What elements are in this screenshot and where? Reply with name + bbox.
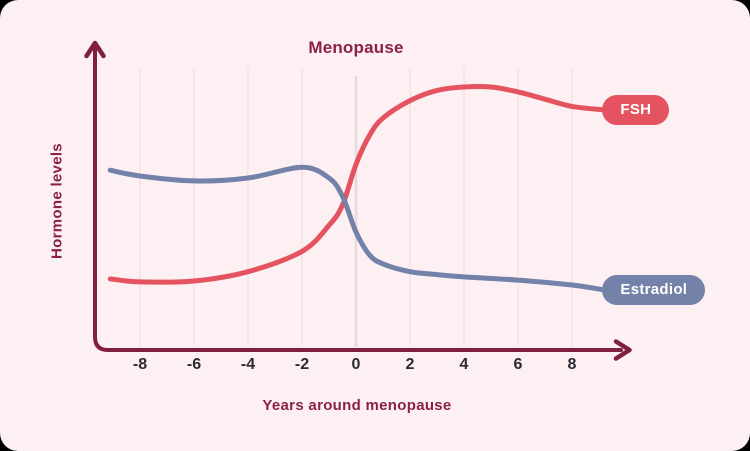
x-axis-arrow-icon [613, 339, 632, 361]
x-tick-label: 8 [567, 356, 577, 373]
gridlines [139, 68, 573, 347]
x-tick-label: 0 [351, 356, 361, 373]
x-tick-label: -8 [132, 356, 148, 373]
y-axis-arrow-icon [84, 40, 106, 59]
estradiol-curve [107, 164, 607, 293]
chart-title: Menopause [308, 38, 404, 57]
axis-lines [93, 46, 623, 352]
x-tick-label: -2 [294, 356, 310, 373]
x-tick-label: 2 [405, 356, 415, 373]
x-axis-label: Years around menopause [262, 397, 452, 414]
curves [107, 83, 607, 293]
axes [84, 40, 632, 361]
x-tick-label: -4 [240, 356, 256, 373]
fsh-curve [107, 83, 607, 285]
y-axis-label: Hormone levels [48, 143, 66, 259]
fsh-series-label: FSH [602, 94, 670, 125]
x-tick-label: 6 [513, 356, 523, 373]
x-tick-label: 4 [459, 356, 469, 373]
x-tick-label: -6 [186, 356, 202, 373]
estradiol-series-label: Estradiol [602, 274, 706, 305]
